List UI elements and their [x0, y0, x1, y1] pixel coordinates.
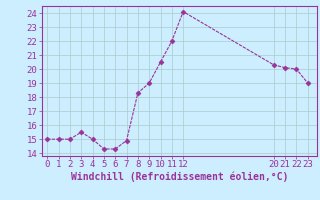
X-axis label: Windchill (Refroidissement éolien,°C): Windchill (Refroidissement éolien,°C): [70, 172, 288, 182]
